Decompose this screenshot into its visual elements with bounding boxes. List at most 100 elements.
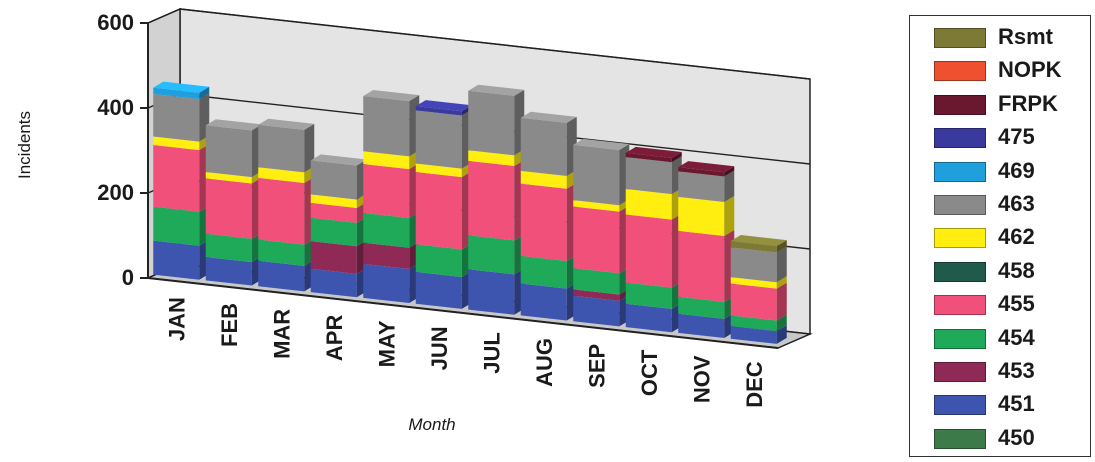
x-tick-label: FEB xyxy=(217,303,242,347)
legend-label: 475 xyxy=(998,124,1035,150)
bar-segment-454 xyxy=(415,244,462,277)
bar-top xyxy=(153,81,210,93)
bar-side-FRPK xyxy=(671,151,682,163)
legend-swatch xyxy=(934,295,986,316)
bar-segment-455 xyxy=(310,202,357,223)
bar-top xyxy=(310,154,367,166)
legend-swatch xyxy=(934,195,986,215)
legend-label: 458 xyxy=(998,257,1035,283)
bar-segment-463 xyxy=(730,247,777,283)
bar-segment-455 xyxy=(573,206,620,274)
grid-line xyxy=(147,8,181,24)
bar-DEC xyxy=(730,235,787,344)
legend-label: NOPK xyxy=(998,57,1062,83)
bar-top xyxy=(625,146,682,158)
grid-line xyxy=(179,8,811,80)
bar-segment-455 xyxy=(730,283,777,321)
bar-NOV xyxy=(678,161,735,339)
x-tick-label: DEC xyxy=(742,361,767,408)
legend-label: 451 xyxy=(998,391,1035,417)
bar-segment-451 xyxy=(678,313,725,339)
bar-APR xyxy=(310,154,367,298)
bar-MAR xyxy=(258,118,315,292)
x-tick-label: MAR xyxy=(269,309,294,359)
legend-label: FRPK xyxy=(998,90,1058,116)
legend-label: 454 xyxy=(998,324,1035,350)
bar-top xyxy=(258,118,315,130)
bar-side-454 xyxy=(776,314,787,332)
bar-segment-462 xyxy=(258,167,305,183)
legend-swatch xyxy=(934,428,986,449)
bar-top xyxy=(678,161,735,173)
bar-segment-462 xyxy=(520,170,567,189)
bar-top xyxy=(415,100,472,112)
bar-segment-462 xyxy=(730,277,777,289)
bar-segment-463 xyxy=(363,96,410,157)
bar-JUN xyxy=(415,100,472,309)
bar-segment-462 xyxy=(310,194,357,208)
bar-segment-451 xyxy=(520,283,567,321)
legend-swatch xyxy=(934,395,986,416)
bar-segment-454 xyxy=(153,206,200,246)
bar-segment-463 xyxy=(205,125,252,178)
axes xyxy=(140,22,779,349)
x-tick-label: APR xyxy=(322,315,347,362)
bar-segment-463 xyxy=(153,93,200,142)
legend-label: Rsmt xyxy=(998,24,1054,49)
bar-segment-454 xyxy=(468,235,515,275)
x-tick-label: SEP xyxy=(584,344,609,388)
bars xyxy=(153,81,787,344)
legend-label: 462 xyxy=(998,224,1035,250)
x-tick-label: JAN xyxy=(164,297,189,341)
y-axis-label: Incidents xyxy=(15,111,34,179)
bar-segment-455 xyxy=(468,160,515,241)
bar-side-455 xyxy=(776,282,787,321)
bar-segment-451 xyxy=(415,271,462,309)
bar-segment-455 xyxy=(678,230,725,302)
bar-segment-462 xyxy=(153,136,200,151)
x-tick-label: NOV xyxy=(689,355,714,403)
bar-side-463 xyxy=(776,246,787,283)
bar-OCT xyxy=(625,146,682,333)
bar-JUL xyxy=(468,84,525,315)
legend-swatch xyxy=(934,328,986,349)
y-tick-labels: 0 200 400 600 xyxy=(97,10,134,290)
x-tick-label: JUN xyxy=(427,326,452,370)
bar-segment-462 xyxy=(678,196,725,237)
x-axis xyxy=(147,277,779,349)
legend-swatch xyxy=(934,61,986,82)
bar-segment-451 xyxy=(573,295,620,327)
bar-side-469 xyxy=(199,86,210,100)
bar-segment-455 xyxy=(625,214,672,288)
bar-MAY xyxy=(363,90,420,304)
bar-AUG xyxy=(520,111,577,321)
bar-segment-462 xyxy=(625,188,672,220)
bar-top xyxy=(573,138,630,150)
legend-swatch xyxy=(934,228,986,249)
y-tick-label: 200 xyxy=(97,180,134,205)
bar-segment-454 xyxy=(730,315,777,332)
x-tick-label: AUG xyxy=(532,338,557,387)
bar-side-FRPK xyxy=(724,166,735,177)
bar-segment-463 xyxy=(520,117,567,177)
bar-segment-453 xyxy=(573,289,620,301)
bar-segment-455 xyxy=(258,177,305,245)
x-tick-label: MAY xyxy=(374,320,399,367)
bar-JAN xyxy=(153,81,210,280)
bar-top xyxy=(363,90,420,102)
bar-top xyxy=(520,111,577,123)
x-axis-label: Month xyxy=(408,415,455,434)
legend-label: 463 xyxy=(998,191,1035,216)
bar-side-462 xyxy=(724,196,735,237)
bar-segment-454 xyxy=(205,233,252,263)
bar-side-451 xyxy=(776,325,787,344)
legend-label: 455 xyxy=(998,291,1035,317)
y-tick-label: 600 xyxy=(97,10,134,35)
bar-segment-455 xyxy=(205,178,252,239)
bar-segment-469 xyxy=(153,87,200,100)
legend-label: 469 xyxy=(998,157,1035,183)
bar-side-462 xyxy=(776,276,787,289)
bar-segment-451 xyxy=(468,269,515,315)
y-tick-label: 400 xyxy=(97,95,134,120)
bar-segment-462 xyxy=(205,172,252,184)
